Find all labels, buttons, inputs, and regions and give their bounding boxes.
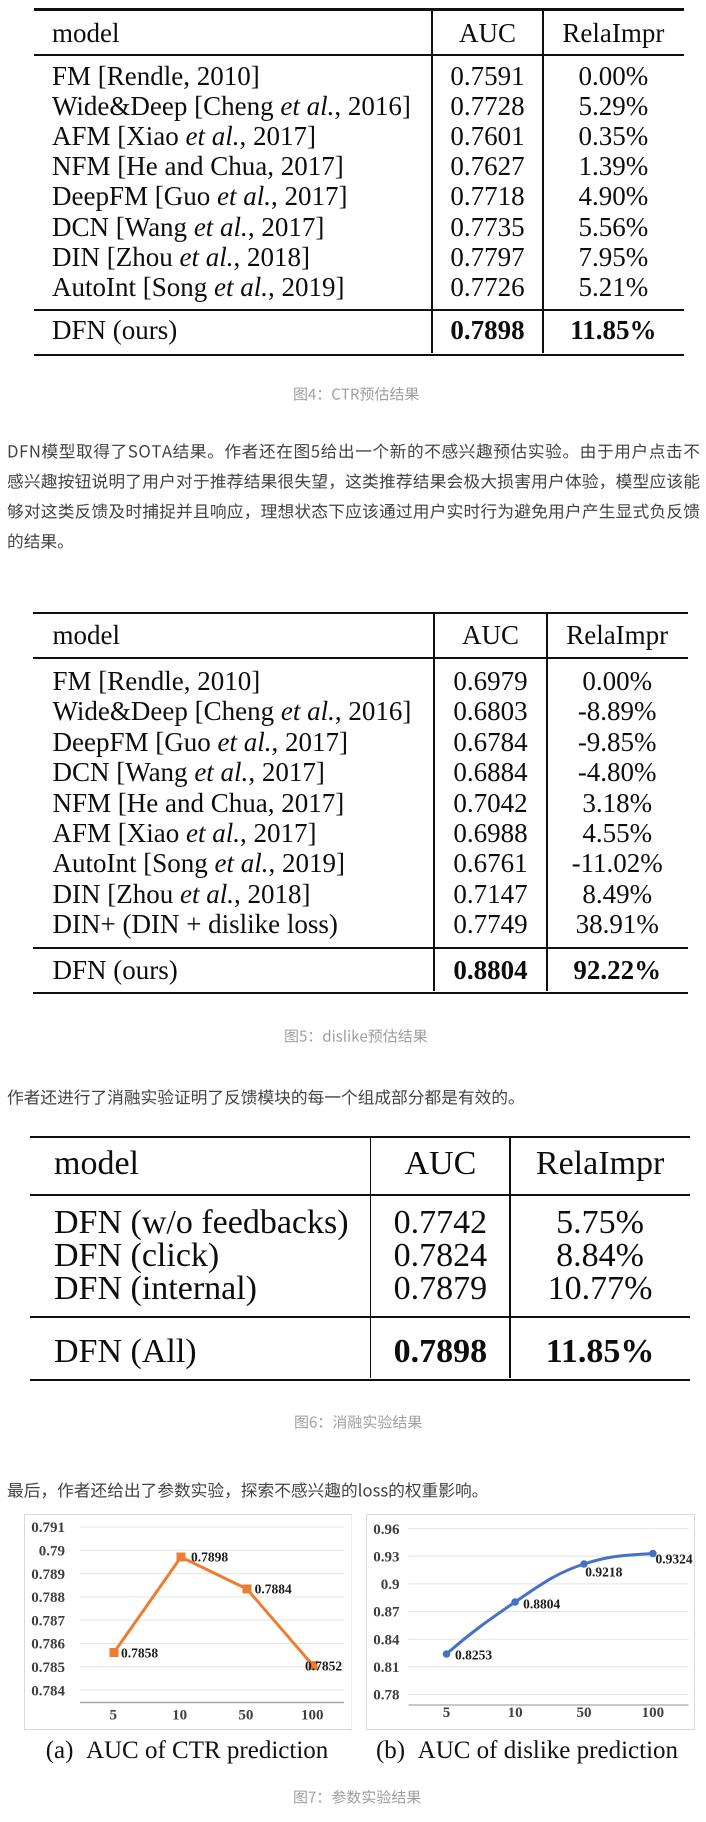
- svg-text:10: 10: [172, 1708, 187, 1724]
- svg-text:0.7898: 0.7898: [191, 1550, 228, 1565]
- svg-text:0.9324: 0.9324: [655, 1552, 692, 1567]
- svg-text:0.78: 0.78: [373, 1688, 399, 1704]
- svg-text:0.786: 0.786: [31, 1637, 65, 1653]
- svg-text:0.7884: 0.7884: [255, 1582, 292, 1597]
- svg-text:0.7852: 0.7852: [305, 1659, 342, 1674]
- svg-text:5: 5: [442, 1705, 450, 1721]
- svg-text:100: 100: [641, 1705, 664, 1721]
- svg-text:0.788: 0.788: [31, 1590, 65, 1606]
- svg-text:0.791: 0.791: [31, 1520, 65, 1536]
- svg-text:10: 10: [507, 1705, 522, 1721]
- svg-text:50: 50: [576, 1705, 591, 1721]
- svg-text:0.785: 0.785: [31, 1660, 65, 1676]
- svg-text:0.784: 0.784: [31, 1683, 65, 1699]
- svg-text:0.84: 0.84: [373, 1632, 400, 1648]
- svg-text:0.81: 0.81: [373, 1660, 399, 1676]
- svg-text:0.96: 0.96: [373, 1522, 400, 1538]
- svg-text:0.8804: 0.8804: [523, 1597, 560, 1612]
- svg-text:50: 50: [238, 1708, 253, 1724]
- svg-text:0.93: 0.93: [373, 1549, 399, 1565]
- svg-text:0.9: 0.9: [380, 1577, 399, 1593]
- svg-text:0.9218: 0.9218: [585, 1565, 622, 1580]
- svg-text:0.8253: 0.8253: [455, 1648, 492, 1663]
- svg-text:0.87: 0.87: [373, 1605, 400, 1621]
- svg-text:5: 5: [110, 1708, 118, 1724]
- svg-text:0.7858: 0.7858: [121, 1646, 158, 1661]
- svg-text:0.789: 0.789: [31, 1567, 65, 1583]
- svg-text:0.79: 0.79: [39, 1544, 65, 1560]
- svg-text:0.787: 0.787: [31, 1613, 65, 1629]
- svg-text:100: 100: [301, 1708, 324, 1724]
